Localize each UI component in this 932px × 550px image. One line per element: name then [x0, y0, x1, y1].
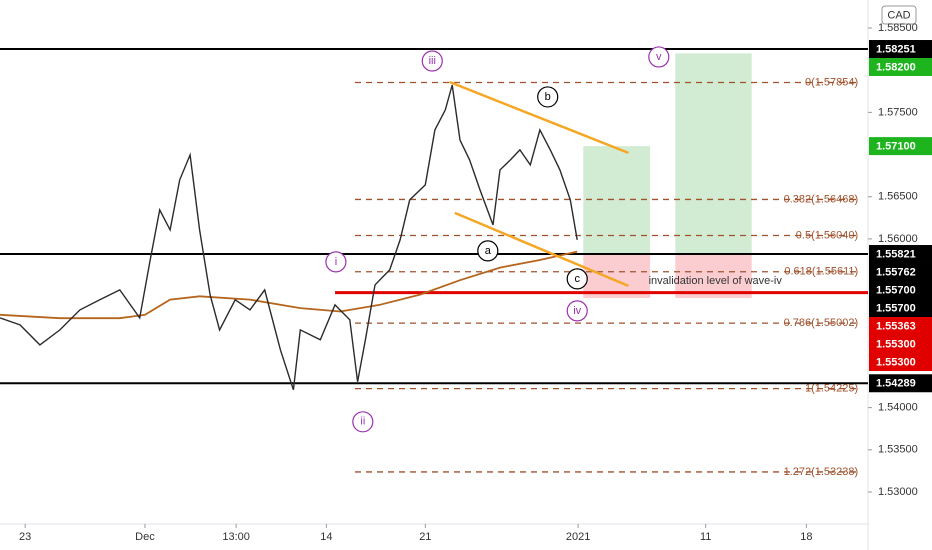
price-label-box — [869, 40, 932, 59]
price-label: 1.55821 — [876, 248, 916, 260]
wave-marker — [566, 300, 588, 322]
price-label-box — [869, 353, 932, 372]
fib-label: 0.5(1.56040) — [796, 229, 858, 241]
price-label: 1.55363 — [876, 320, 916, 332]
x-tick-label: 18 — [800, 531, 812, 543]
price-label: 1.58251 — [876, 43, 916, 55]
price-label: 1.54289 — [876, 378, 916, 390]
x-tick-label: 14 — [320, 531, 332, 543]
price-label-box — [869, 335, 932, 354]
currency: CAD — [887, 9, 910, 21]
target-zone — [583, 146, 651, 255]
target-zone — [675, 53, 752, 255]
wave-marker — [566, 268, 588, 290]
y-tick-label: 1.57500 — [878, 106, 918, 118]
price-label: 1.55700 — [876, 284, 916, 296]
price-label-box — [869, 58, 932, 77]
wave-label: a — [485, 245, 492, 257]
price-label: 1.55762 — [876, 266, 916, 278]
fib-label: 0.786(1.55002) — [784, 317, 859, 329]
y-tick-label: 1.53500 — [878, 444, 918, 456]
y-tick-label: 1.56500 — [878, 191, 918, 203]
fib-label: 1(1.54225) — [805, 383, 858, 395]
price-label-box — [869, 137, 932, 156]
wave-label: iv — [573, 305, 581, 317]
wave-marker — [648, 46, 670, 68]
price-label-box — [869, 317, 932, 336]
wave-label: i — [335, 256, 337, 268]
price-label: 1.55700 — [876, 302, 916, 314]
price-label: 1.55300 — [876, 338, 916, 350]
fib-label: 1.272(1.53238) — [784, 466, 859, 478]
price-label: 1.58200 — [876, 61, 916, 73]
x-tick-label: 21 — [419, 531, 431, 543]
currency-box[interactable] — [881, 5, 917, 25]
moving-average — [0, 250, 578, 320]
trend-line — [449, 80, 629, 155]
price-line — [0, 84, 578, 391]
y-tick-label: 1.53000 — [878, 486, 918, 498]
y-tick-label: 1.56000 — [878, 233, 918, 245]
x-tick-label: 23 — [19, 531, 31, 543]
trend-line — [454, 211, 629, 288]
wave-label: iii — [429, 55, 436, 67]
wave-label: ii — [360, 416, 365, 428]
price-label-box — [869, 245, 932, 264]
y-tick-label: 1.58500 — [878, 22, 918, 34]
fib-label: 0(1.57854) — [805, 76, 858, 88]
fib-label: 0.382(1.56468) — [784, 193, 859, 205]
stop-zone — [675, 254, 752, 298]
wave-label: b — [545, 91, 551, 103]
price-label-box — [869, 299, 932, 318]
price-label-box — [869, 263, 932, 282]
price-label: 1.57100 — [876, 141, 916, 153]
stop-zone — [583, 254, 651, 298]
x-tick-label: 2021 — [566, 531, 590, 543]
wave-marker — [421, 50, 443, 72]
wave-marker — [537, 86, 559, 108]
price-label-box — [869, 374, 932, 393]
fib-label: 0.618(1.55611) — [784, 266, 858, 278]
wave-label: v — [656, 51, 662, 63]
wave-marker — [352, 411, 374, 433]
price-label-box — [869, 281, 932, 300]
price-label: 1.55300 — [876, 356, 916, 368]
annotation: invalidation level of wave-iv — [649, 275, 783, 287]
wave-label: c — [574, 273, 580, 285]
x-tick-label: 13:00 — [222, 531, 250, 543]
wave-marker — [477, 240, 499, 262]
wave-marker — [325, 251, 347, 273]
x-tick-label: Dec — [135, 531, 155, 543]
y-tick-label: 1.54000 — [878, 402, 918, 414]
x-tick-label: 11 — [700, 531, 711, 543]
